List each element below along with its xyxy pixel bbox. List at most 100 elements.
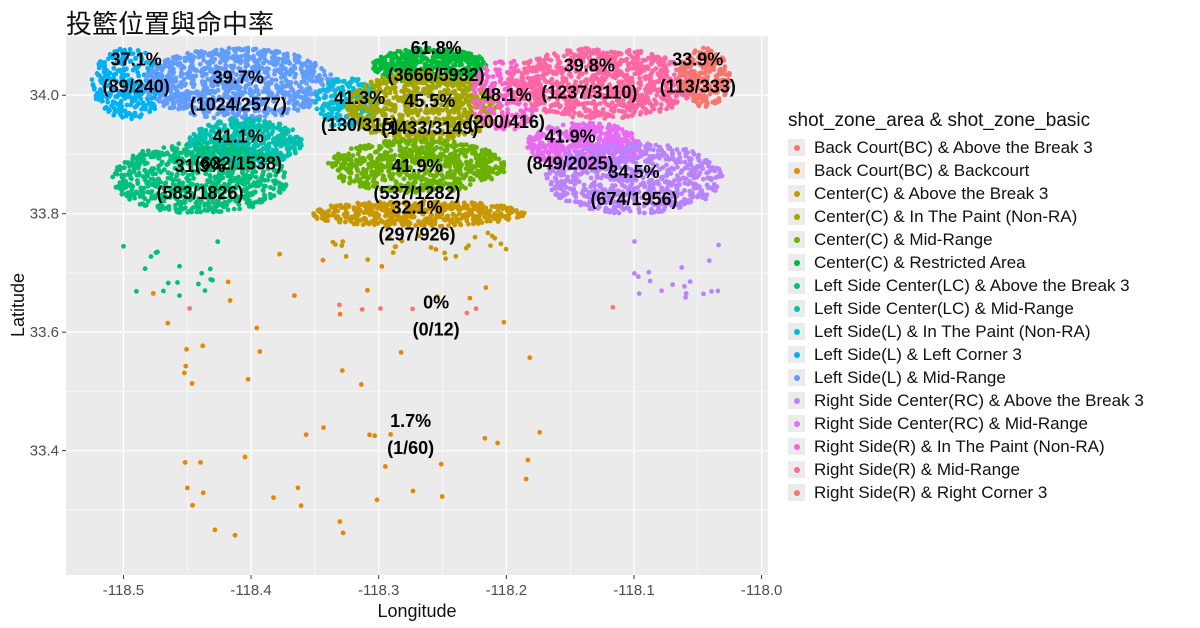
shot-point <box>618 102 624 108</box>
shot-point <box>135 48 141 53</box>
shot-point <box>328 72 334 77</box>
shot-point <box>571 105 577 110</box>
shot-point <box>101 69 107 75</box>
shot-point <box>147 79 153 85</box>
shot-point <box>130 99 135 104</box>
shot-point <box>202 114 208 119</box>
shot-point <box>146 101 152 106</box>
shot-point <box>132 64 138 70</box>
shot-point <box>319 106 325 112</box>
shot-point <box>138 59 144 64</box>
shot-point <box>224 93 230 98</box>
shot-point <box>223 62 229 68</box>
shot-point <box>632 50 638 55</box>
shot-point <box>157 91 163 96</box>
shot-point <box>143 85 149 90</box>
shot-point <box>226 45 232 51</box>
shot-point <box>543 54 549 60</box>
shot-point <box>336 86 341 91</box>
shot-point <box>277 127 283 133</box>
shot-point <box>207 61 213 67</box>
shot-point <box>327 114 332 119</box>
data-points <box>89 45 732 538</box>
shot-point <box>592 109 598 115</box>
shot-point <box>109 103 114 108</box>
shot-point <box>691 98 696 104</box>
shot-point <box>227 105 233 111</box>
shot-point <box>331 115 337 121</box>
shot-point <box>260 89 266 94</box>
shot-point <box>106 109 111 115</box>
shot-point <box>297 145 303 151</box>
shot-point <box>171 84 177 90</box>
shot-point <box>256 91 262 97</box>
shot-point <box>261 60 266 66</box>
shot-point <box>191 66 197 72</box>
shot-point <box>135 82 141 87</box>
shot-point <box>252 108 258 114</box>
shot-point <box>168 86 174 92</box>
shot-point <box>382 58 388 63</box>
shot-point <box>144 60 149 65</box>
shot-point <box>597 136 603 142</box>
shot-point <box>216 65 222 71</box>
shot-point <box>251 89 257 95</box>
shot-point <box>654 92 660 98</box>
shot-point <box>113 78 118 84</box>
shot-point <box>191 77 196 83</box>
shot-point <box>402 84 407 90</box>
shot-point <box>171 66 176 72</box>
shot-point <box>292 142 298 148</box>
shot-point <box>329 123 334 128</box>
shot-point <box>276 84 282 90</box>
shot-point <box>114 94 120 100</box>
shot-point <box>273 112 278 118</box>
shot-point <box>583 114 589 120</box>
shot-point <box>591 76 597 82</box>
shot-point <box>148 105 154 111</box>
shot-point <box>243 83 249 89</box>
shot-point <box>378 54 384 60</box>
shot-point <box>464 94 470 100</box>
shot-point <box>266 82 271 88</box>
shot-point <box>283 83 289 89</box>
shot-point <box>284 59 290 65</box>
shot-point <box>201 57 207 63</box>
shot-point <box>191 131 197 137</box>
shot-point <box>505 107 510 112</box>
shot-point <box>525 145 531 150</box>
shot-point <box>340 84 345 90</box>
shot-point <box>137 114 143 120</box>
shot-point <box>657 62 662 68</box>
shot-point <box>189 62 195 68</box>
shot-point <box>205 107 211 113</box>
shot-point <box>149 67 155 72</box>
shot-point <box>321 68 327 74</box>
shot-point <box>510 71 515 77</box>
shot-point <box>614 128 619 133</box>
shot-point <box>118 112 124 118</box>
shot-point <box>621 73 626 79</box>
shot-point <box>186 55 192 60</box>
shot-point <box>707 69 712 75</box>
shot-point <box>262 76 267 82</box>
shot-point <box>206 123 212 128</box>
shot-point <box>145 96 151 102</box>
shot-point <box>115 102 121 107</box>
shot-point <box>120 89 126 95</box>
shot-point <box>629 135 635 141</box>
shot-point <box>285 137 291 143</box>
shot-point <box>124 66 129 72</box>
shot-point <box>120 54 126 60</box>
shot-point <box>105 69 111 75</box>
shot-point <box>252 146 257 151</box>
shot-point <box>111 85 116 91</box>
shot-point <box>460 101 466 106</box>
shot-point <box>468 55 474 61</box>
shot-point <box>511 58 517 64</box>
shot-point <box>634 105 639 111</box>
shot-point <box>275 133 281 139</box>
shot-point <box>381 78 387 83</box>
shot-point <box>212 90 218 95</box>
shot-point <box>301 69 307 75</box>
